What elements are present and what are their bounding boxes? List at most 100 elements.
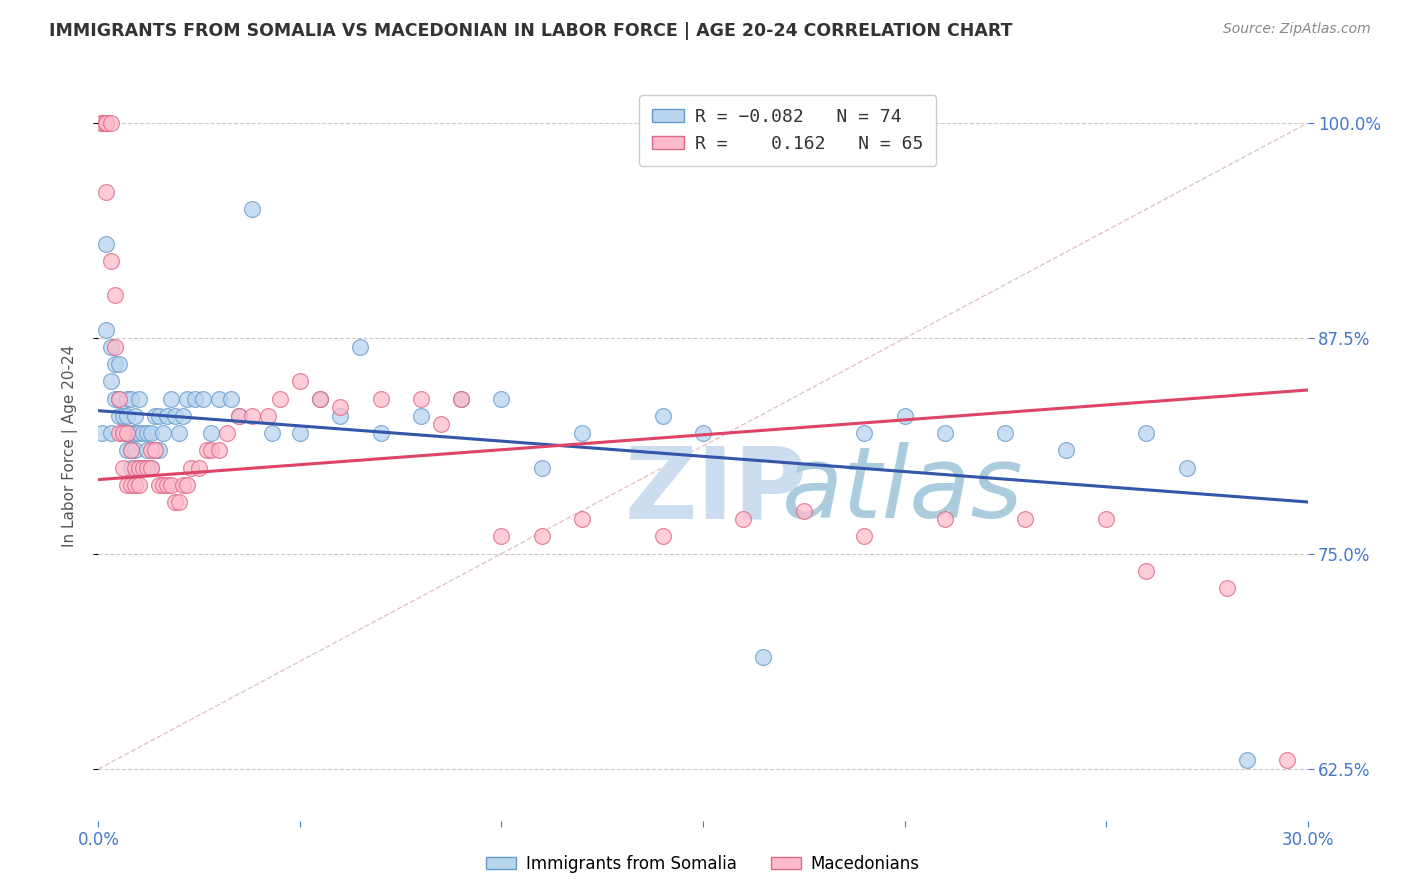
Point [96, 323, 118, 337]
Point [111, 426, 134, 441]
Point [430, 417, 453, 432]
Point [240, 202, 263, 216]
Point [152, 477, 174, 491]
Point [115, 477, 138, 491]
Point [100, 253, 122, 268]
Point [893, 409, 915, 423]
Point [143, 443, 166, 458]
Point [120, 426, 142, 441]
Point [152, 426, 174, 441]
Point [1095, 512, 1118, 526]
Point [148, 409, 170, 423]
Point [111, 409, 134, 423]
Text: IMMIGRANTS FROM SOMALIA VS MACEDONIAN IN LABOR FORCE | AGE 20-24 CORRELATION CHA: IMMIGRANTS FROM SOMALIA VS MACEDONIAN IN… [49, 22, 1012, 40]
Point [260, 426, 283, 441]
Point [103, 357, 125, 371]
Point [107, 357, 129, 371]
Point [103, 340, 125, 354]
Legend: Immigrants from Somalia, Macedonians: Immigrants from Somalia, Macedonians [479, 848, 927, 880]
Point [100, 340, 122, 354]
Y-axis label: In Labor Force | Age 20-24: In Labor Force | Age 20-24 [62, 345, 77, 547]
Point [91, 426, 114, 441]
Point [934, 426, 956, 441]
Point [651, 529, 673, 543]
Point [124, 460, 146, 475]
Point [167, 426, 190, 441]
Point [124, 477, 146, 491]
Point [208, 443, 231, 458]
Point [143, 443, 166, 458]
Legend: R = −0.082   N = 74, R =    0.162   N = 65: R = −0.082 N = 74, R = 0.162 N = 65 [640, 95, 936, 166]
Point [124, 443, 146, 458]
Point [120, 477, 142, 491]
Point [256, 409, 278, 423]
Point [100, 116, 122, 130]
Point [1054, 443, 1077, 458]
Point [91, 116, 114, 130]
Point [115, 443, 138, 458]
Point [176, 477, 198, 491]
Point [100, 375, 122, 389]
Point [111, 426, 134, 441]
Point [135, 460, 157, 475]
Point [103, 288, 125, 302]
Point [107, 409, 129, 423]
Point [530, 529, 553, 543]
Point [156, 477, 179, 491]
Point [370, 392, 392, 406]
Point [853, 426, 876, 441]
Point [409, 392, 432, 406]
Point [91, 116, 114, 130]
Point [228, 409, 250, 423]
Point [450, 392, 472, 406]
Point [217, 426, 239, 441]
Point [853, 529, 876, 543]
Point [288, 426, 311, 441]
Point [135, 426, 157, 441]
Point [124, 426, 146, 441]
Point [107, 392, 129, 406]
Point [571, 512, 593, 526]
Point [135, 443, 157, 458]
Point [793, 503, 815, 517]
Point [160, 392, 183, 406]
Point [172, 477, 194, 491]
Point [107, 392, 129, 406]
Point [139, 460, 162, 475]
Point [124, 477, 146, 491]
Point [288, 375, 311, 389]
Point [115, 426, 138, 441]
Point [994, 426, 1017, 441]
Point [163, 409, 186, 423]
Point [329, 401, 352, 415]
Point [370, 426, 392, 441]
Point [96, 116, 118, 130]
Point [752, 650, 775, 665]
Point [651, 409, 673, 423]
Point [120, 460, 142, 475]
Point [349, 340, 371, 354]
Point [156, 409, 179, 423]
Point [139, 426, 162, 441]
Point [180, 460, 202, 475]
Point [184, 392, 207, 406]
Point [120, 443, 142, 458]
Point [128, 460, 150, 475]
Point [1014, 512, 1036, 526]
Point [530, 460, 553, 475]
Point [1277, 753, 1299, 767]
Point [1236, 753, 1258, 767]
Point [107, 426, 129, 441]
Point [148, 443, 170, 458]
Point [128, 460, 150, 475]
Point [450, 392, 472, 406]
Point [139, 460, 162, 475]
Point [1175, 460, 1198, 475]
Point [228, 409, 250, 423]
Point [132, 460, 155, 475]
Point [193, 392, 215, 406]
Point [240, 409, 263, 423]
Point [120, 392, 142, 406]
Text: atlas: atlas [782, 442, 1024, 540]
Point [128, 477, 150, 491]
